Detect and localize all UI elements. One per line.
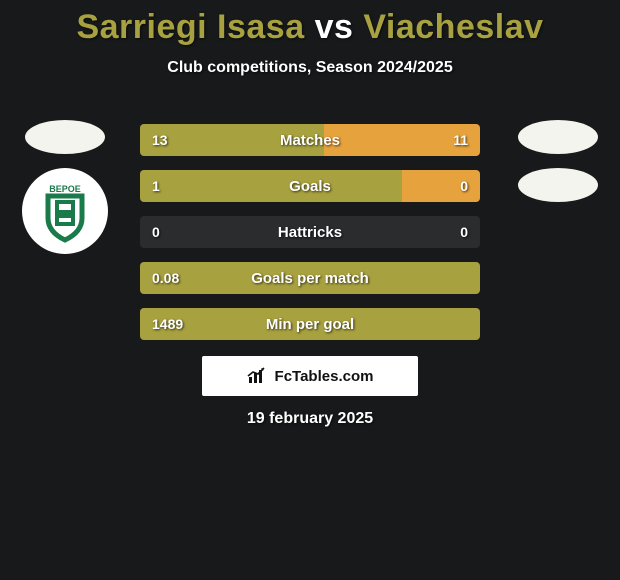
stat-row: Hattricks0 0 <box>140 216 480 248</box>
stat-row: Min per goal1489 <box>140 308 480 340</box>
club-shield-icon: BEPOE <box>30 176 100 246</box>
stat-rows: Matches1311 Goals10 Hattricks0 0 Goals per m… <box>140 124 480 340</box>
stat-value-left: 0 <box>140 216 172 248</box>
player2-club-avatar <box>518 168 598 202</box>
stat-bar-left <box>140 308 480 340</box>
brand-text: FcTables.com <box>275 368 374 385</box>
stat-bar-right <box>402 170 480 202</box>
stat-value-right: 0 <box>448 216 480 248</box>
stat-bar-left <box>140 124 324 156</box>
club-shield-inner2 <box>57 216 73 224</box>
right-avatar-column <box>518 120 598 202</box>
title-vs: vs <box>315 8 354 46</box>
player2-avatar <box>518 120 598 154</box>
club-shield-inner1 <box>57 202 73 212</box>
stat-bar-left <box>140 262 480 294</box>
title-player2: Viacheslav <box>363 8 543 46</box>
stat-bar-left <box>140 170 402 202</box>
stat-row: Goals per match0.08 <box>140 262 480 294</box>
title-player1: Sarriegi Isasa <box>76 8 304 46</box>
club-badge-text: BEPOE <box>49 184 81 194</box>
left-avatar-column: BEPOE <box>22 120 108 254</box>
stat-bar-right <box>324 124 480 156</box>
page-subtitle: Club competitions, Season 2024/2025 <box>0 59 620 77</box>
page-title: Sarriegi Isasa vs Viacheslav <box>0 0 620 47</box>
player1-avatar <box>25 120 105 154</box>
brand-badge: FcTables.com <box>202 356 418 396</box>
stat-label: Hattricks <box>140 216 480 248</box>
stat-row: Goals10 <box>140 170 480 202</box>
bar-chart-icon <box>247 367 269 385</box>
stat-row: Matches1311 <box>140 124 480 156</box>
date-text: 19 february 2025 <box>0 410 620 428</box>
player1-club-badge: BEPOE <box>22 168 108 254</box>
